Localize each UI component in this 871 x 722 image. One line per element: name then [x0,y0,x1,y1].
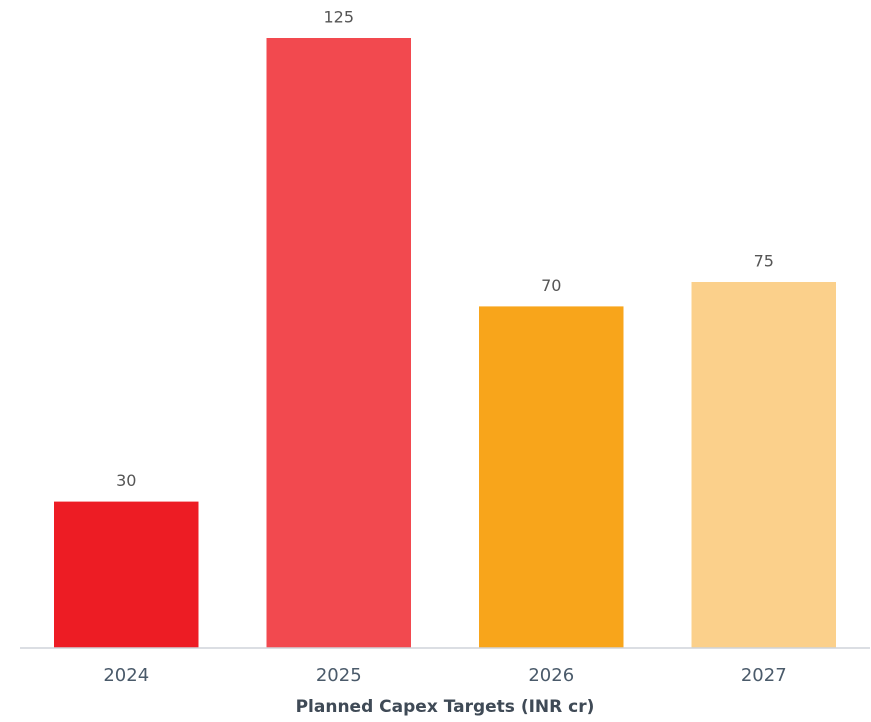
x-tick-label: 2027 [741,665,787,686]
bar [54,501,199,648]
bar [266,38,411,648]
value-label: 30 [116,471,136,490]
x-tick-label: 2024 [103,665,149,686]
x-tick-label: 2025 [316,665,362,686]
bar [479,306,624,648]
value-label: 70 [541,276,561,295]
bar [691,282,836,648]
x-axis-title: Planned Capex Targets (INR cr) [296,697,595,717]
value-label: 125 [323,8,354,27]
value-label: 75 [754,252,774,271]
x-tick-label: 2026 [528,665,574,686]
